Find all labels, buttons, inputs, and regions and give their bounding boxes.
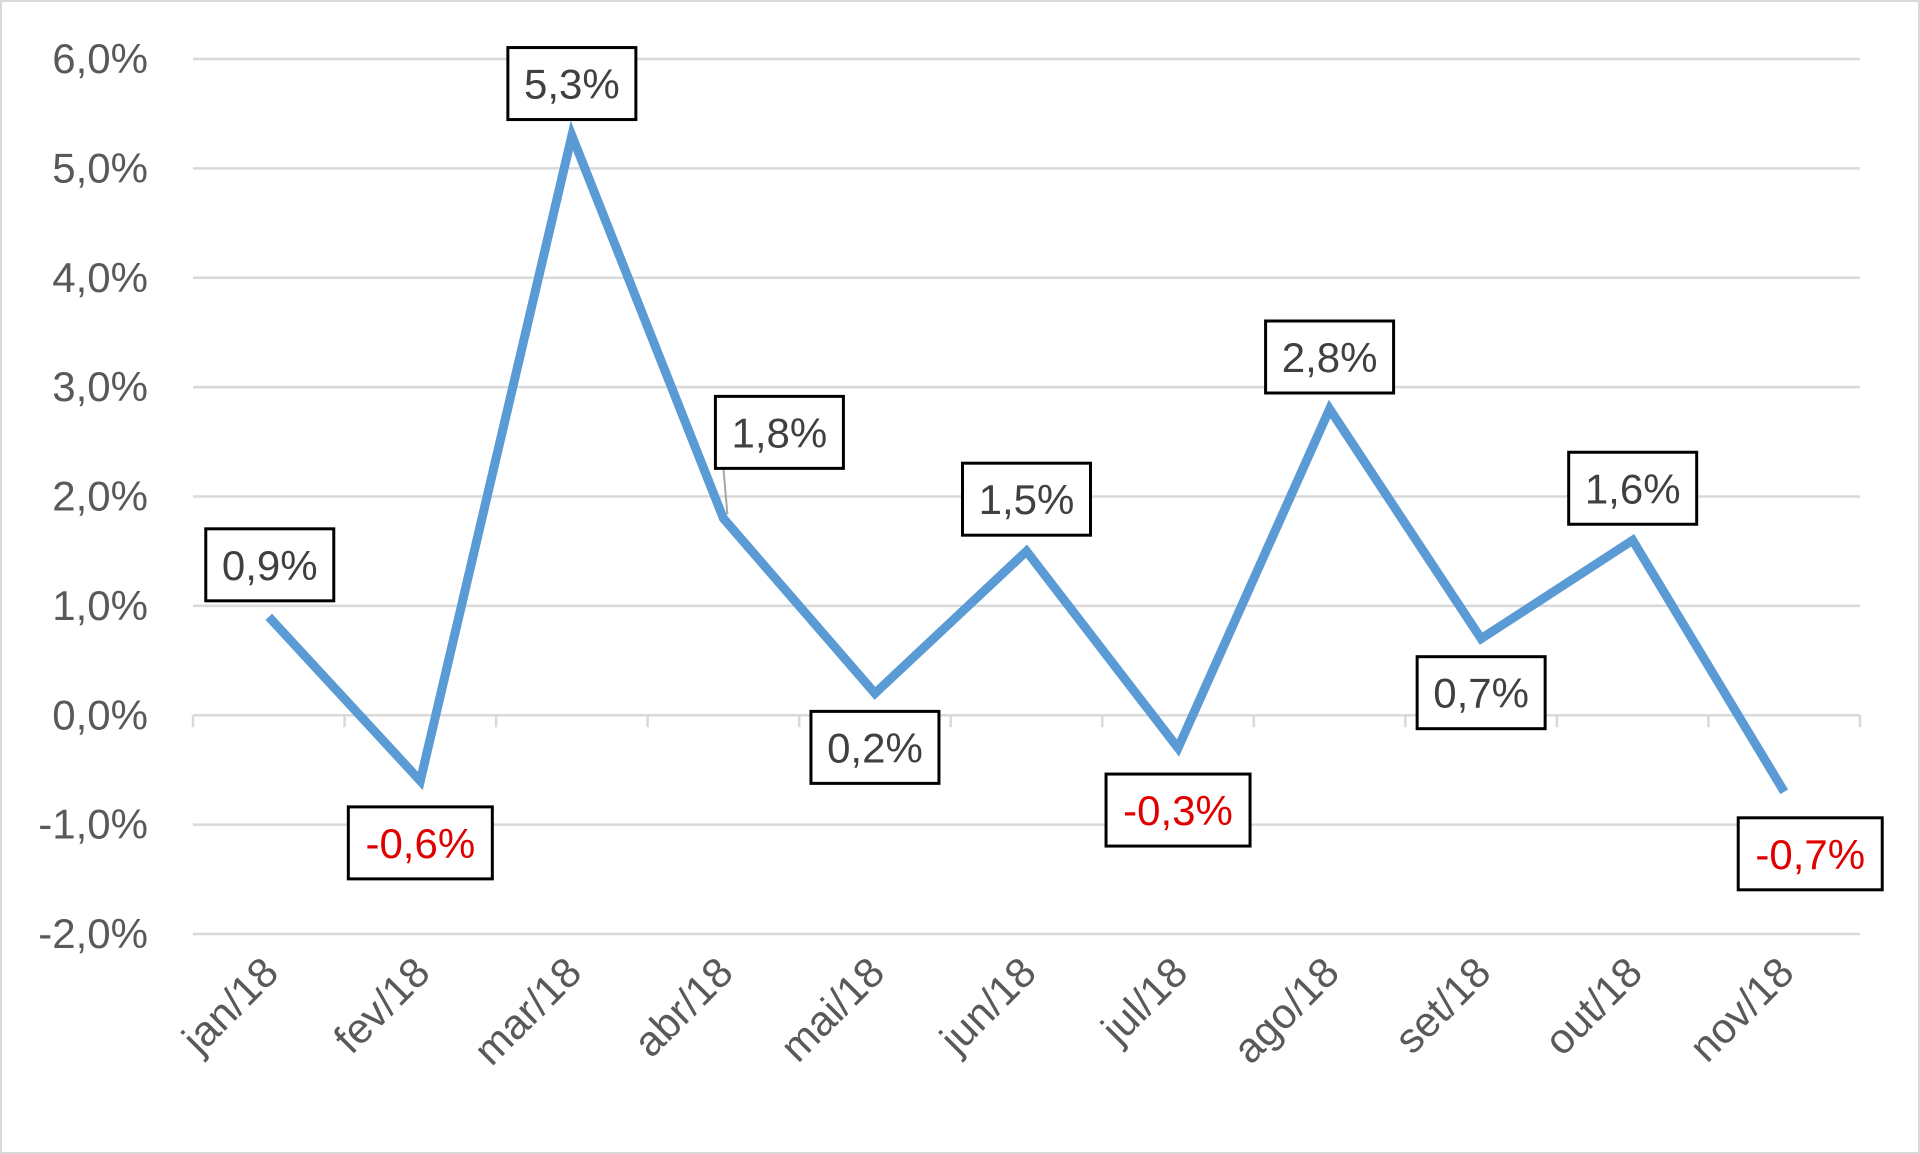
data-label-box <box>961 461 1092 537</box>
x-tick-label: nov/18 <box>1680 948 1802 1070</box>
x-tick-label: fev/18 <box>325 948 439 1062</box>
data-label: 0,2% <box>827 724 923 771</box>
x-tick-label: jan/18 <box>172 948 288 1064</box>
data-label: -0,6% <box>365 820 475 867</box>
y-tick-label: -2,0% <box>38 910 148 957</box>
data-label-box <box>1415 655 1547 731</box>
data-label: -0,7% <box>1755 831 1865 878</box>
y-tick-label: 3,0% <box>52 363 148 410</box>
x-tick-label: mai/18 <box>771 948 893 1070</box>
x-tick-label: set/18 <box>1385 948 1499 1062</box>
y-tick-label: 0,0% <box>52 691 148 738</box>
data-label-box <box>346 805 494 881</box>
data-label: 1,5% <box>979 476 1075 523</box>
y-tick-label: 5,0% <box>52 144 148 191</box>
leader-line <box>722 468 729 515</box>
data-label-box <box>1104 772 1252 848</box>
data-label: 0,9% <box>222 542 318 589</box>
data-label-box <box>713 394 845 470</box>
x-tick-label: ago/18 <box>1224 948 1348 1072</box>
x-tick-label: jul/18 <box>1091 948 1197 1054</box>
x-tick-label: mar/18 <box>465 948 591 1074</box>
y-tick-label: 1,0% <box>52 582 148 629</box>
data-label: 1,6% <box>1585 465 1681 512</box>
data-label-box <box>1264 319 1396 395</box>
data-label-box <box>809 709 941 785</box>
data-label: 5,3% <box>524 61 620 108</box>
x-tick-label: out/18 <box>1535 948 1651 1064</box>
x-tick-label: abr/18 <box>624 948 741 1065</box>
data-label-box <box>1736 816 1884 892</box>
data-label-box <box>1567 450 1699 526</box>
data-label: 2,8% <box>1282 334 1378 381</box>
y-tick-label: 2,0% <box>52 473 148 520</box>
data-label: 0,7% <box>1433 670 1529 717</box>
series-line <box>265 120 1789 795</box>
data-label-box <box>204 527 336 603</box>
y-tick-label: 4,0% <box>52 254 148 301</box>
data-label: 1,8% <box>732 409 828 456</box>
y-tick-label: 6,0% <box>52 35 148 82</box>
data-label: -0,3% <box>1123 787 1233 834</box>
y-tick-label: -1,0% <box>38 801 148 848</box>
x-tick-label: jun/18 <box>929 948 1045 1064</box>
data-label-box <box>506 46 638 122</box>
